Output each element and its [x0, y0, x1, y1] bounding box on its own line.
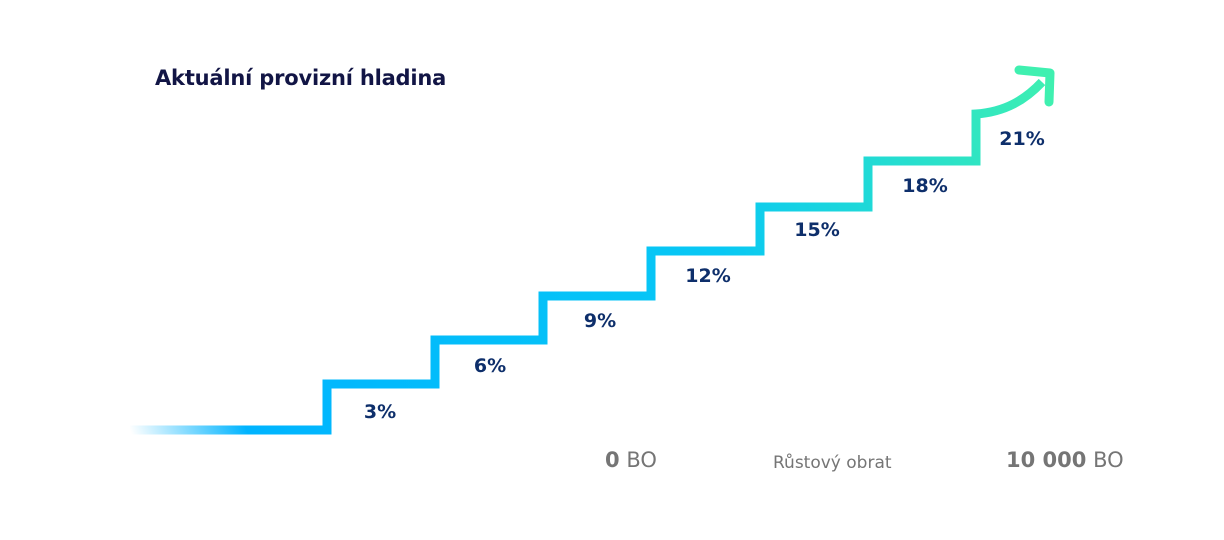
- level-label-6: 6%: [473, 355, 507, 377]
- level-label-21: 21%: [999, 128, 1045, 150]
- level-label-9: 9%: [583, 310, 617, 332]
- axis-middle-label: Růstový obrat: [773, 453, 892, 473]
- page-title: Aktuální provizní hladina: [155, 66, 447, 90]
- axis-start-unit: BO: [626, 448, 657, 472]
- level-label-15: 15%: [794, 219, 840, 241]
- axis-end-label: 10 000 BO: [1006, 448, 1124, 472]
- level-label-12: 12%: [685, 265, 731, 287]
- axis-start-value: 0: [605, 448, 620, 472]
- axis-end-value: 10 000: [1006, 448, 1087, 472]
- arrow-head-icon: [1014, 65, 1055, 107]
- level-label-3: 3%: [363, 401, 397, 423]
- level-label-18: 18%: [902, 175, 948, 197]
- axis-start-label: 0 BO: [605, 448, 657, 472]
- axis-end-unit: BO: [1093, 448, 1124, 472]
- staircase-line: [130, 78, 1046, 435]
